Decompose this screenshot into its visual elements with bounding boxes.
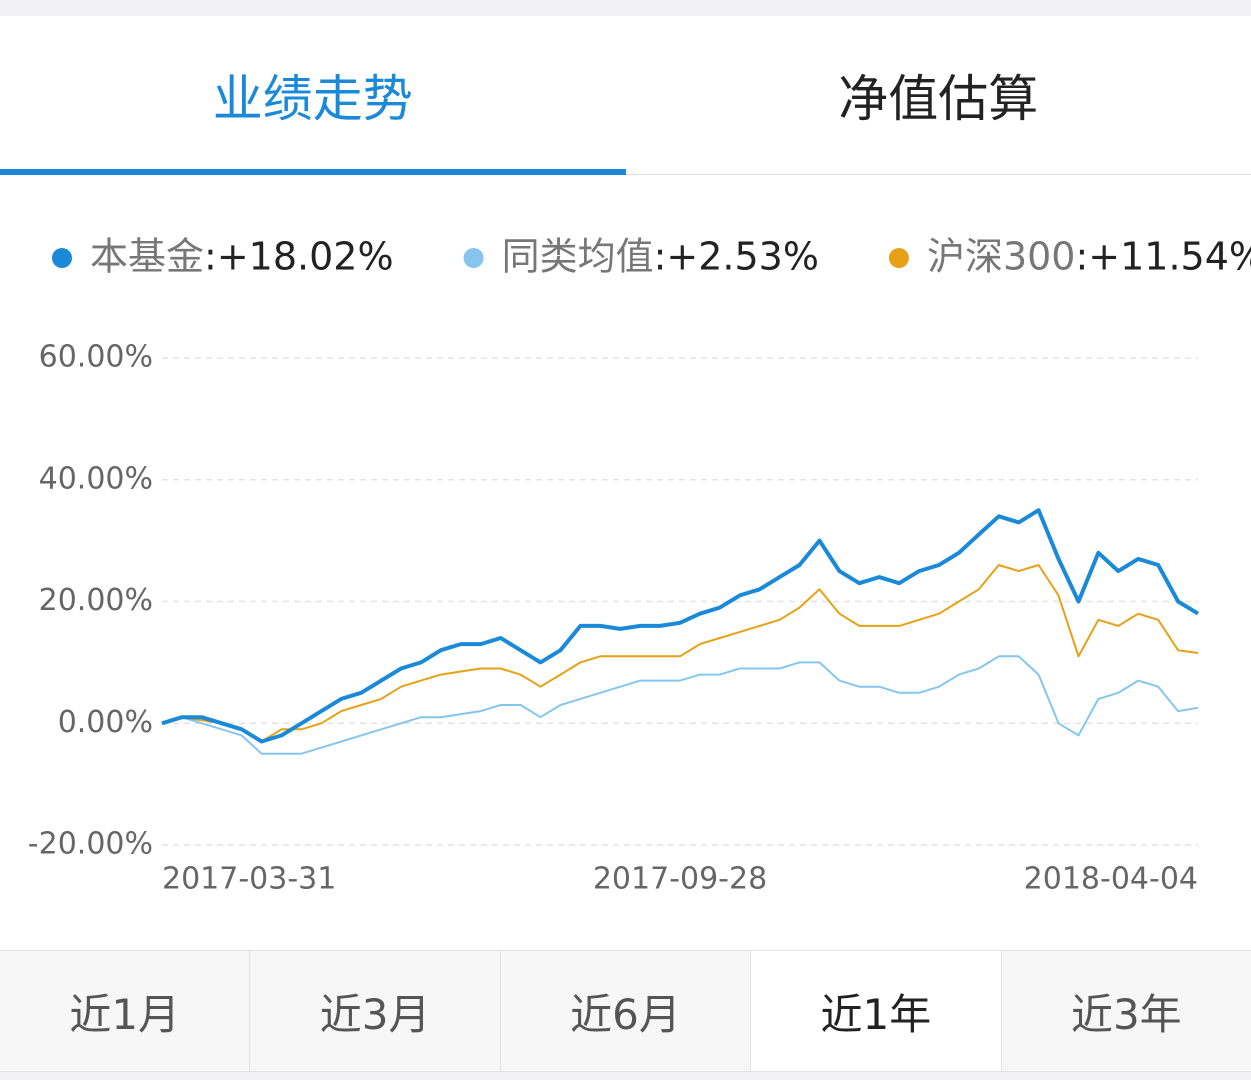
period-button[interactable]: 近3年 [1000, 951, 1251, 1071]
period-bar: 近1月 近3月 近6月 近1年 近3年 [0, 950, 1251, 1072]
legend-dot [888, 248, 909, 268]
legend-name: 沪深300 [927, 235, 1076, 279]
x-tick-label: 2017-09-28 [593, 862, 767, 897]
y-tick-label: 60.00% [39, 340, 153, 375]
legend-item: 本基金:+18.02% [52, 235, 394, 279]
legend-dot [463, 248, 484, 268]
y-tick-label: 40.00% [39, 461, 153, 496]
chart: 本基金:+18.02% 同类均值:+2.53% 沪深300:+11.54% -20.0… [28, 235, 1251, 897]
legend-item: 同类均值:+2.53% [463, 235, 819, 279]
legend-change: :+18.02% [204, 235, 394, 279]
y-tick-label: 20.00% [39, 583, 153, 618]
x-tick-label: 2017-03-31 [162, 862, 336, 897]
tab[interactable]: 业绩走势 [0, 16, 626, 175]
period-button[interactable]: 近3月 [249, 951, 499, 1071]
legend-item: 沪深300:+11.54% [888, 235, 1251, 279]
x-tick-label: 2018-04-04 [1024, 862, 1198, 897]
line-series [161, 564, 1199, 743]
period-button[interactable]: 近1月 [69, 989, 181, 1039]
period-button[interactable]: 近6月 [499, 951, 750, 1071]
line-series [161, 655, 1199, 755]
legend-change: :+11.54% [1075, 235, 1251, 279]
y-tick-label: -20.00% [28, 827, 153, 862]
chart-panel: 本基金:+18.02% 同类均值:+2.53% 沪深300:+11.54% -20.0… [0, 175, 1251, 950]
legend-dot [52, 248, 72, 268]
line-series [161, 508, 1200, 744]
tab-bar: 业绩走势 净值估算 [0, 16, 1251, 175]
tab[interactable]: 净值估算 [838, 70, 1039, 128]
legend-name: 本基金 [90, 235, 204, 279]
legend-change: :+2.53% [654, 235, 819, 279]
y-tick-label: 0.00% [58, 705, 153, 740]
legend-name: 同类均值 [502, 235, 654, 279]
period-button[interactable]: 近1年 [750, 951, 1001, 1071]
